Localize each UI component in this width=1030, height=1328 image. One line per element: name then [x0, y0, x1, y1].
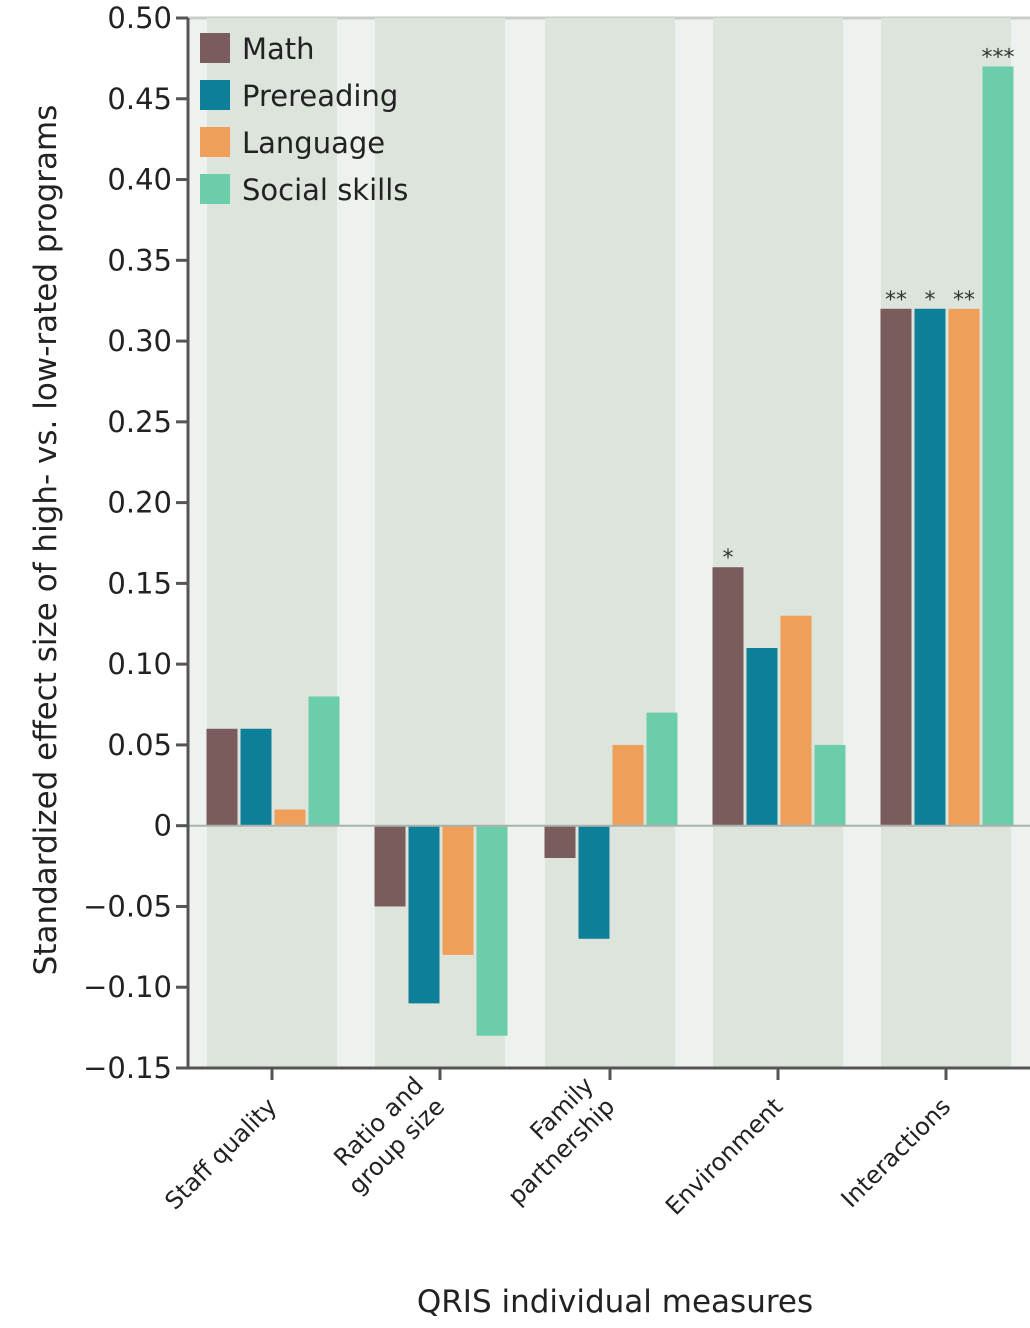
- y-tick-label: 0.15: [107, 566, 172, 600]
- y-tick-label: −0.05: [83, 889, 172, 923]
- bar-social-skills-2: [646, 712, 678, 826]
- y-tick-label: 0.35: [107, 243, 172, 277]
- bar-social-skills-3: [814, 744, 846, 826]
- significance-label: *: [723, 546, 734, 571]
- bar-math-1: [374, 825, 406, 907]
- y-tick-label: 0.10: [107, 647, 172, 681]
- legend-label: Social skills: [242, 173, 408, 207]
- significance-label: **: [953, 288, 975, 313]
- bar-prereading-1: [408, 825, 440, 1004]
- bar-language-2: [612, 744, 644, 826]
- x-axis-title: QRIS individual measures: [417, 1284, 813, 1320]
- legend-label: Language: [242, 126, 385, 160]
- significance-label: *: [925, 288, 936, 313]
- bar-math-0: [206, 728, 238, 826]
- y-tick-label: 0: [154, 809, 172, 843]
- legend-swatch-math: [200, 33, 230, 63]
- y-tick-label: 0.45: [107, 82, 172, 116]
- significance-label: **: [885, 288, 907, 313]
- bar-prereading-0: [240, 728, 272, 826]
- group-band-3: [713, 18, 843, 1068]
- bar-prereading-4: [914, 308, 946, 826]
- group-band-2: [545, 18, 675, 1068]
- legend-swatch-prereading: [200, 80, 230, 110]
- x-tick-label: Interactions: [836, 1092, 957, 1213]
- bar-language-0: [274, 809, 306, 826]
- bar-social-skills-0: [308, 696, 340, 826]
- y-axis-title: Standardized effect size of high- vs. lo…: [28, 105, 64, 976]
- legend-label: Math: [242, 32, 315, 66]
- x-tick-label: Environment: [660, 1092, 788, 1220]
- y-tick-label: 0.05: [107, 728, 172, 762]
- legend-swatch-language: [200, 127, 230, 157]
- y-tick-label: −0.10: [83, 970, 172, 1004]
- bar-math-3: [712, 567, 744, 826]
- bar-prereading-2: [578, 825, 610, 939]
- bar-language-1: [442, 825, 474, 955]
- legend-label: Prereading: [242, 79, 398, 113]
- y-tick-label: 0.40: [107, 163, 172, 197]
- y-tick-label: 0.30: [107, 324, 172, 358]
- significance-label: ***: [982, 45, 1015, 70]
- y-tick-label: 0.25: [107, 405, 172, 439]
- y-tick-label: −0.15: [83, 1051, 172, 1085]
- bar-language-3: [780, 615, 812, 826]
- bar-prereading-3: [746, 648, 778, 826]
- bar-language-4: [948, 308, 980, 826]
- bar-math-4: [880, 308, 912, 826]
- y-tick-label: 0.50: [107, 1, 172, 35]
- legend-swatch-social-skills: [200, 174, 230, 204]
- bar-social-skills-4: [982, 66, 1014, 826]
- x-tick-label: Staff quality: [159, 1092, 282, 1215]
- bar-math-2: [544, 825, 576, 858]
- bar-social-skills-1: [476, 825, 508, 1036]
- y-tick-label: 0.20: [107, 486, 172, 520]
